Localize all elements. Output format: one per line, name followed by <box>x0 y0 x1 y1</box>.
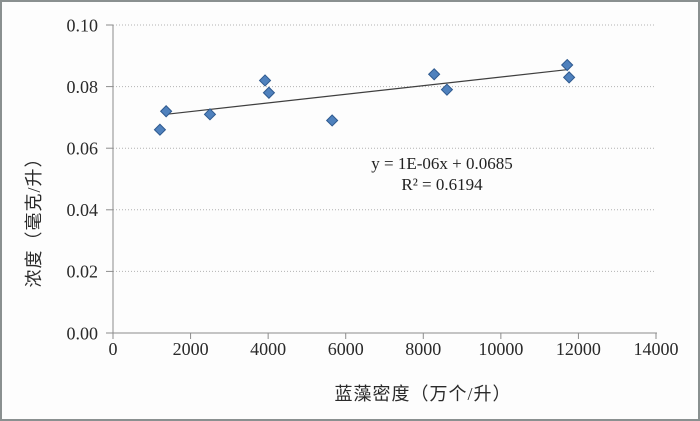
data-point <box>262 86 276 99</box>
y-axis-title: 浓度（毫克/升） <box>24 148 44 288</box>
y-tick-label: 0.02 <box>67 262 99 282</box>
y-tick-label: 0.06 <box>67 139 99 159</box>
x-axis-title: 蓝藻密度（万个/升） <box>334 384 512 404</box>
x-tick-label: 12000 <box>556 339 601 359</box>
y-tick-label: 0.10 <box>67 15 99 35</box>
x-tick-label: 6000 <box>328 339 364 359</box>
y-tick-label: 0.00 <box>67 323 99 343</box>
trendline-annotation: y = 1E-06x + 0.0685 R² = 0.6194 <box>332 153 552 195</box>
x-tick-label: 2000 <box>173 339 209 359</box>
x-tick-label: 0 <box>109 339 118 359</box>
data-point <box>258 74 272 87</box>
trendline-equation: y = 1E-06x + 0.0685 <box>371 154 513 173</box>
data-point <box>440 83 454 96</box>
data-point <box>427 68 441 81</box>
data-point <box>325 114 339 127</box>
x-tick-label: 8000 <box>405 339 441 359</box>
y-tick-label: 0.04 <box>67 200 99 220</box>
data-point <box>203 108 217 121</box>
trendline-r-squared: R² = 0.6194 <box>401 175 483 194</box>
data-point <box>159 105 173 118</box>
x-tick-label: 4000 <box>250 339 286 359</box>
y-tick-label: 0.08 <box>67 77 99 97</box>
data-point <box>153 123 167 136</box>
x-tick-label: 14000 <box>634 339 679 359</box>
x-tick-label: 10000 <box>478 339 523 359</box>
trendline <box>166 69 567 115</box>
data-point <box>562 71 576 84</box>
data-point <box>560 58 574 72</box>
